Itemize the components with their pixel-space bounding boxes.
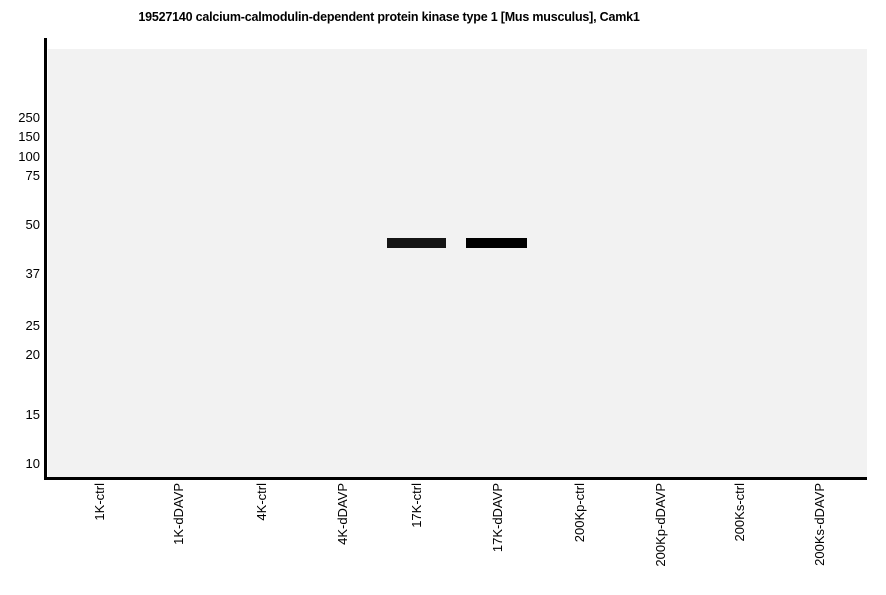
lane-label: 200Ks-dDAVP: [812, 483, 827, 566]
chart-title: 19527140 calcium-calmodulin-dependent pr…: [138, 10, 640, 24]
protein-band: [386, 238, 446, 248]
lane-label: 17K-dDAVP: [490, 483, 505, 553]
mw-marker-label: 100: [18, 149, 40, 164]
plot-area: [48, 49, 867, 477]
mw-marker-label: 10: [25, 456, 40, 471]
mw-marker-label: 250: [18, 110, 40, 125]
lane-label: 4K-dDAVP: [335, 483, 350, 545]
lane-label: 17K-ctrl: [409, 483, 424, 528]
protein-band: [465, 238, 527, 248]
lane-label: 200Kp-ctrl: [572, 483, 587, 543]
y-axis-line: [44, 38, 47, 480]
mw-marker-label: 20: [25, 347, 40, 362]
mw-marker-label: 75: [25, 168, 40, 183]
lane-label: 200Ks-ctrl: [732, 483, 747, 542]
mw-marker-label: 15: [25, 407, 40, 422]
x-axis-line: [44, 477, 867, 480]
mw-marker-label: 25: [25, 318, 40, 333]
mw-marker-label: 37: [25, 266, 40, 281]
mw-marker-label: 50: [25, 217, 40, 232]
lane-label: 4K-ctrl: [254, 483, 269, 521]
lane-label: 1K-dDAVP: [171, 483, 186, 545]
mw-marker-label: 150: [18, 129, 40, 144]
lane-label: 1K-ctrl: [92, 483, 107, 521]
lane-label: 200Kp-dDAVP: [653, 483, 668, 567]
